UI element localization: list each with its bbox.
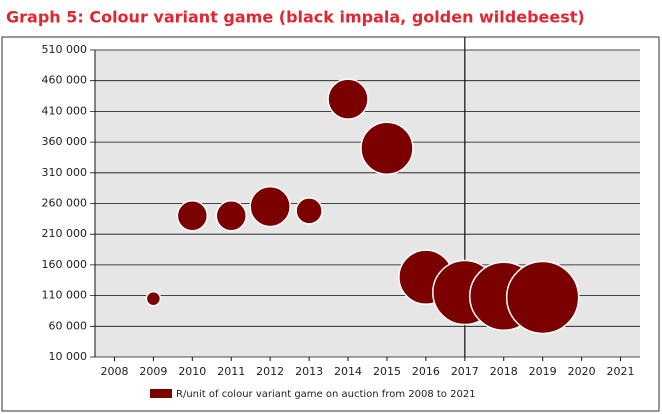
frame	[1, 36, 660, 412]
x-tick-label: 2013	[295, 365, 323, 378]
y-tick-label: 210 000	[42, 227, 88, 240]
x-tick-label: 2012	[256, 365, 284, 378]
x-tick-label: 2017	[451, 365, 479, 378]
y-tick-label: 160 000	[42, 258, 88, 271]
y-tick-label: 460 000	[42, 74, 88, 87]
x-tick-label: 2021	[607, 365, 635, 378]
x-tick-label: 2018	[490, 365, 518, 378]
bubble	[327, 78, 369, 120]
x-tick-label: 2009	[139, 365, 167, 378]
bubble	[505, 260, 580, 335]
bubble	[249, 185, 291, 228]
chart-title: Graph 5: Colour variant game (black impa…	[6, 8, 585, 27]
x-tick-label: 2011	[217, 365, 245, 378]
bubble	[176, 200, 209, 232]
y-tick-label: 60 000	[49, 319, 88, 332]
y-tick-label: 310 000	[42, 166, 88, 179]
y-tick-label: 360 000	[42, 135, 88, 148]
bubble	[215, 200, 247, 232]
bubble	[295, 197, 323, 225]
x-tick-label: 2008	[100, 365, 128, 378]
x-tick-label: 2020	[568, 365, 596, 378]
y-tick-label: 510 000	[42, 43, 88, 56]
x-tick-label: 2010	[178, 365, 206, 378]
x-tick-label: 2019	[529, 365, 557, 378]
x-tick-label: 2014	[334, 365, 362, 378]
x-tick-label: 2016	[412, 365, 440, 378]
bubble	[360, 121, 414, 175]
legend-label: R/unit of colour variant game on auction…	[176, 389, 476, 400]
x-tick-label: 2015	[373, 365, 401, 378]
legend-swatch	[150, 389, 172, 398]
y-tick-label: 410 000	[42, 104, 88, 117]
y-tick-label: 260 000	[42, 197, 88, 210]
y-tick-label: 10 000	[49, 350, 88, 363]
bubble	[145, 290, 162, 307]
y-tick-label: 110 000	[42, 289, 88, 302]
